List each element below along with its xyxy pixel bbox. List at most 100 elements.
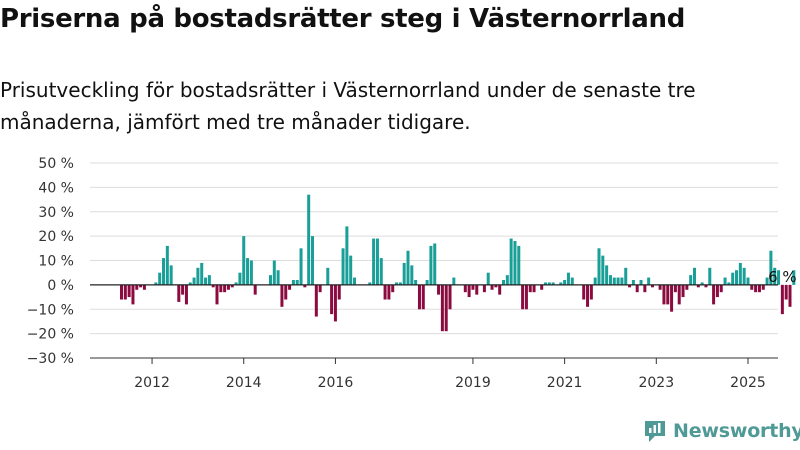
bar [288,284,292,290]
bar [345,226,349,285]
x-tick-label: 2023 [638,375,674,391]
bar [437,284,441,295]
bar [448,284,452,310]
bar [658,284,662,290]
bar [314,284,318,317]
bar [238,272,242,285]
bar [635,284,639,293]
bar [184,284,188,305]
bar [204,277,208,285]
bar [528,284,532,293]
bar [326,267,330,285]
bar [341,248,345,285]
bar [639,280,643,285]
bar [727,282,731,285]
bar [563,280,567,285]
bar [566,272,570,285]
bar [589,284,593,300]
bar [616,277,620,285]
y-tick-label: 10 % [38,254,74,270]
bar [295,280,299,285]
bar [608,275,612,285]
x-tick-label: 2012 [134,375,170,391]
page-title: Priserna på bostadsrätter steg i Västern… [0,4,686,34]
bar [276,270,280,285]
bar [280,284,284,307]
bar [284,284,288,300]
bar [375,238,379,285]
bar [761,284,765,290]
bar [586,284,590,307]
bar [532,284,536,293]
bar [605,265,609,285]
bar [475,284,479,295]
bar [410,265,414,285]
bar [192,277,196,285]
x-tick-label: 2021 [547,375,583,391]
bar [700,282,704,285]
bar [139,284,143,288]
bar [513,241,517,285]
bar [242,236,246,285]
bar [746,277,750,285]
bar [379,258,383,285]
y-tick-label: −10 % [27,302,74,318]
bar [673,284,677,293]
bar [498,284,502,295]
bar [414,280,418,285]
newsworthy-logo-text: Newsworthy [673,420,800,442]
bar [307,194,311,285]
bar [123,284,127,300]
bar [311,236,314,285]
bar [215,284,219,305]
bar [494,284,498,288]
bar [272,260,276,285]
bar [765,277,769,285]
bar [127,284,131,298]
bar [628,284,632,288]
bar [120,284,123,300]
bar [467,284,471,298]
bar [226,284,230,290]
bar [624,267,628,285]
bar [433,243,437,285]
bar [559,282,563,285]
bar [223,284,227,293]
bar [757,284,761,293]
bar [425,280,429,285]
bar [769,250,773,285]
bar [158,272,162,285]
bar [773,267,777,285]
bar [444,284,448,332]
bar [169,265,173,285]
bar [738,262,742,285]
bar [429,245,433,285]
bar [154,282,158,285]
bar [417,284,421,310]
bar [421,284,425,310]
x-tick-label: 2014 [226,375,262,391]
bar [715,284,719,298]
chart-annotations: 6 % [768,268,797,286]
newsworthy-logo: Newsworthy [643,419,800,443]
y-tick-label: −30 % [27,351,74,367]
bar [207,275,211,285]
y-tick-label: 50 % [38,156,74,172]
bar [291,280,295,285]
bar [196,267,200,285]
chart-bars [120,194,796,332]
y-tick-label: 30 % [38,205,74,221]
bar [387,284,391,300]
bar [486,272,490,285]
bar [509,238,513,285]
x-tick-label: 2019 [455,375,491,391]
bar [551,282,555,285]
bar [395,282,399,285]
bar [471,284,475,290]
bar [406,250,410,285]
bar [398,282,402,285]
bar [708,267,712,285]
page-subtitle: Prisutveckling för bostadsrätter i Väste… [0,78,696,134]
bar [723,277,727,285]
bar [780,284,784,315]
